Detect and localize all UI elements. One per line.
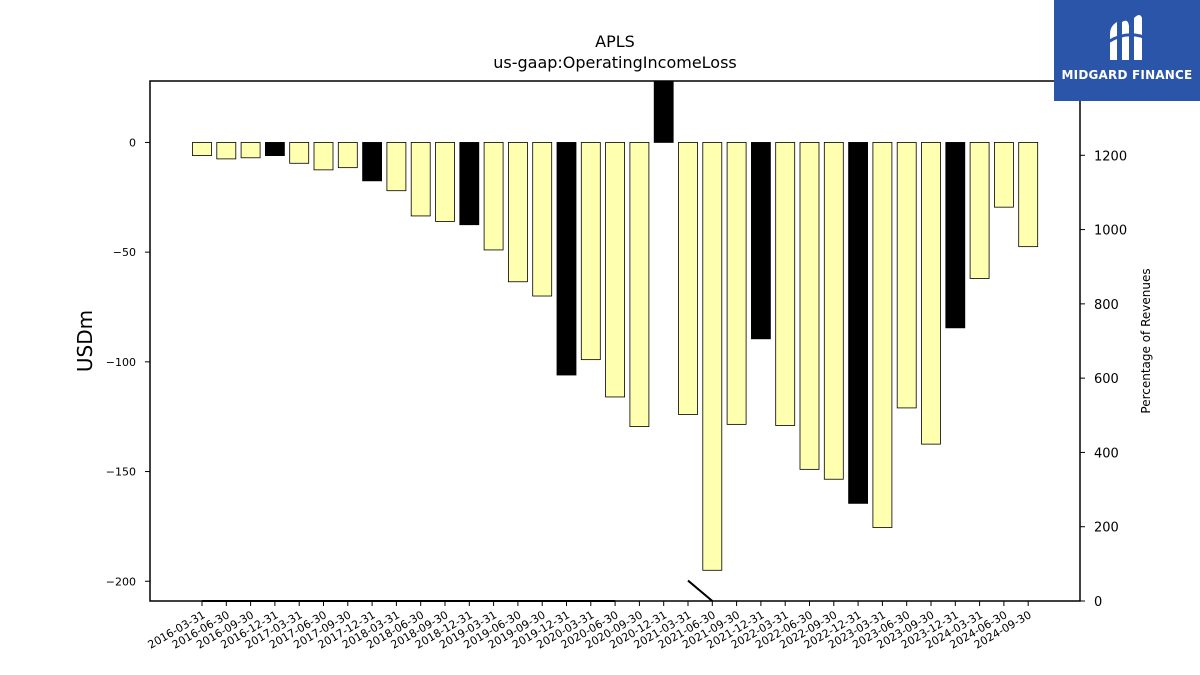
bar-2023-03-31	[872, 142, 893, 528]
bar-2019-06-30	[507, 142, 528, 283]
bar-2022-03-31	[775, 142, 796, 426]
y2-tick-label: 1200	[1094, 149, 1127, 164]
y2-tick-label: 400	[1094, 446, 1119, 461]
bar-2021-09-30	[726, 142, 747, 425]
bar-2018-09-30	[435, 142, 455, 222]
bar-2020-12-31	[653, 80, 674, 143]
y-axis-label: USDm	[73, 310, 97, 372]
bar-2019-12-31	[556, 142, 577, 376]
bar-2022-09-30	[823, 142, 844, 480]
bar-2021-03-31	[678, 142, 698, 415]
x-axis: 2016-03-312016-06-302016-09-302016-12-31…	[146, 601, 1034, 652]
bar-2020-09-30	[629, 142, 650, 427]
bar-2018-06-30	[410, 142, 431, 217]
y-tick-label: −100	[106, 356, 136, 369]
bar-2018-12-31	[459, 142, 480, 226]
pct-revenue-line-layer	[202, 579, 713, 602]
bar-2023-12-31	[945, 142, 966, 329]
bar-2017-06-30	[313, 142, 334, 171]
bar-2019-09-30	[532, 142, 553, 297]
bar-2016-06-30	[216, 142, 237, 160]
y2-tick-label: 0	[1094, 595, 1102, 610]
bar-2019-03-31	[483, 142, 504, 251]
y-tick-label: −50	[113, 246, 136, 259]
bar-2021-06-30	[702, 142, 723, 571]
logo-text: MIDGARD FINANCE	[1061, 68, 1193, 82]
y2-tick-label: 800	[1094, 298, 1119, 313]
bar-2023-06-30	[896, 142, 917, 409]
chart-subtitle: us-gaap:OperatingIncomeLoss	[493, 53, 737, 72]
bar-2017-03-31	[289, 142, 310, 164]
chart-title: APLS	[595, 32, 635, 51]
midgard-finance-logo: MIDGARD FINANCE	[1054, 0, 1200, 101]
y-tick-label: 0	[129, 136, 136, 149]
bar-2016-09-30	[240, 142, 261, 159]
y-axis-right: 0200400600800100012001400	[1080, 75, 1127, 610]
y2-tick-label: 1000	[1094, 224, 1127, 239]
bar-2016-03-31	[192, 142, 212, 156]
y2-tick-label: 600	[1094, 372, 1119, 387]
bar-2018-03-31	[386, 142, 407, 192]
bars-group	[192, 80, 1039, 571]
bar-2024-06-30	[994, 142, 1014, 208]
bar-2024-03-31	[969, 142, 990, 279]
bar-2020-06-30	[605, 142, 625, 398]
bar-2017-09-30	[337, 142, 358, 169]
bar-2023-09-30	[921, 142, 941, 445]
bar-2020-03-31	[580, 142, 601, 361]
bar-2022-06-30	[799, 142, 820, 470]
bar-2021-12-31	[751, 142, 771, 340]
y2-axis-label: Percentage of Revenues	[1139, 268, 1153, 413]
bar-2024-09-30	[1018, 142, 1039, 248]
bar-2022-12-31	[848, 142, 868, 504]
y-tick-label: −200	[106, 575, 136, 588]
bar-2016-12-31	[264, 142, 285, 156]
y-axis-left: 0 −50 −100 −150 −200	[106, 136, 150, 588]
y2-tick-label: 200	[1094, 521, 1119, 536]
y-tick-label: −150	[106, 466, 136, 479]
bar-2017-12-31	[362, 142, 383, 182]
midgard-logo-icon	[1107, 15, 1147, 60]
pct-revenue-line	[687, 579, 713, 602]
